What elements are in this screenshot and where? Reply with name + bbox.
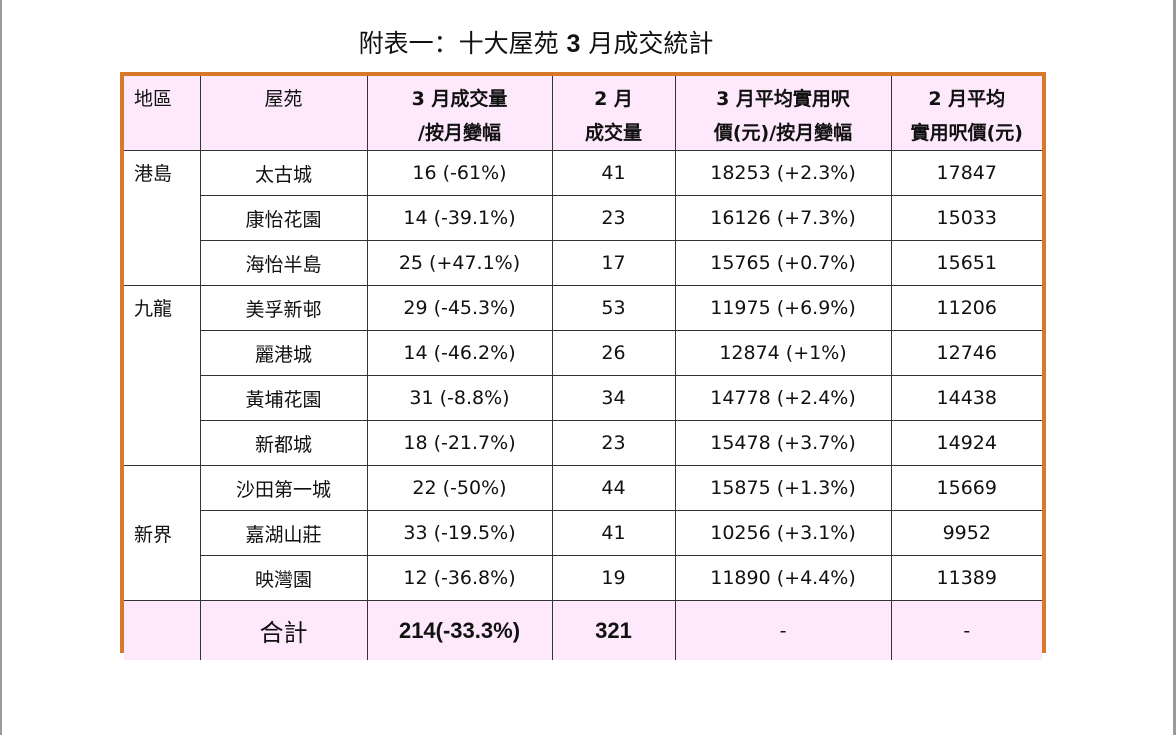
mar-volume-cell: 16 (-61%) — [366, 150, 553, 196]
mar-volume-cell: 25 (+47.1%) — [366, 240, 553, 286]
mar-price-cell: 18253 (+2.3%) — [674, 150, 892, 196]
region-nt: 新界 — [124, 465, 201, 601]
mar-volume-cell: 14 (-39.1%) — [366, 195, 553, 241]
table-row: 港島 太古城 16 (-61%) 41 18253 (+2.3%) 17847 — [124, 150, 1042, 286]
feb-volume-cell: 23 — [551, 195, 676, 241]
estate-cell: 海怡半島 — [200, 240, 368, 286]
mar-price-cell: 16126 (+7.3%) — [674, 195, 892, 241]
feb-volume-cell: 53 — [551, 285, 676, 331]
feb-price-cell: 12746 — [890, 330, 1042, 376]
feb-volume-cell: 17 — [551, 240, 676, 286]
table-row: 九龍 美孚新邨 29 (-45.3%) 53 11975 (+6.9%) 112… — [124, 285, 1042, 466]
mar-volume-cell: 22 (-50%) — [366, 465, 553, 511]
mar-price-cell: 12874 (+1%) — [674, 330, 892, 376]
mar-volume-cell: 14 (-46.2%) — [366, 330, 553, 376]
estate-cell: 太古城 — [199, 150, 368, 196]
feb-price-cell: 14924 — [890, 420, 1042, 466]
mar-volume-cell: 33 (-19.5%) — [366, 510, 553, 556]
table-row: 海怡半島 25 (+47.1%) 17 15765 (+0.7%) 15651 — [124, 240, 1042, 286]
total-mar-price: - — [674, 600, 892, 660]
estate-cell: 新都城 — [200, 420, 368, 466]
mar-volume-cell: 12 (-36.8%) — [366, 555, 553, 601]
title-month: 3 — [566, 30, 581, 58]
feb-price-cell: 11206 — [890, 285, 1042, 331]
estate-cell: 美孚新邨 — [199, 285, 368, 331]
mar-volume-cell: 31 (-8.8%) — [366, 375, 553, 421]
table-frame: 地區 屋苑 3 月成交量/按月變幅 2 月成交量 3 月平均實用呎 價(元)/按月… — [120, 72, 1046, 660]
total-mar-volume: 214(-33.3%) — [366, 600, 553, 660]
total-region-cell — [124, 600, 201, 660]
estate-cell: 黃埔花園 — [200, 375, 368, 421]
table-row: 麗港城 14 (-46.2%) 26 12874 (+1%) 12746 — [124, 330, 1042, 376]
total-label: 合計 — [199, 600, 368, 660]
header-mar-volume-line1: 3 月成交量 — [411, 88, 508, 110]
mar-price-cell: 10256 (+3.1%) — [674, 510, 892, 556]
mar-volume-cell: 29 (-45.3%) — [366, 285, 553, 331]
estate-cell: 嘉湖山莊 — [200, 510, 368, 556]
mar-price-cell: 15875 (+1.3%) — [674, 465, 892, 511]
table-row: 映灣園 12 (-36.8%) 19 11890 (+4.4%) 11389 — [124, 555, 1042, 601]
feb-volume-cell: 41 — [551, 150, 676, 196]
header-region: 地區 — [124, 76, 201, 151]
page-edge-right — [1173, 0, 1176, 735]
mar-volume-cell: 18 (-21.7%) — [366, 420, 553, 466]
header-mar-price-line1: 3 月平均實用呎 — [716, 88, 850, 110]
region-kowloon: 九龍 — [124, 285, 201, 466]
feb-price-cell: 17847 — [890, 150, 1042, 196]
table-row: 新都城 18 (-21.7%) 23 15478 (+3.7%) 14924 — [124, 420, 1042, 466]
feb-price-cell: 11389 — [890, 555, 1042, 601]
table-row: 新界 沙田第一城 22 (-50%) 44 15875 (+1.3%) 1566… — [124, 465, 1042, 601]
page-edge-left — [0, 0, 2, 735]
feb-price-cell: 15033 — [890, 195, 1042, 241]
title-suffix: 月成交統計 — [580, 29, 714, 58]
mar-price-cell: 14778 (+2.4%) — [674, 375, 892, 421]
feb-volume-cell: 34 — [551, 375, 676, 421]
feb-volume-cell: 23 — [551, 420, 676, 466]
header-feb-volume-line2: 成交量 — [584, 122, 642, 144]
feb-volume-cell: 26 — [551, 330, 676, 376]
feb-price-cell: 15669 — [890, 465, 1042, 511]
mar-price-cell: 15765 (+0.7%) — [674, 240, 892, 286]
mar-price-cell: 15478 (+3.7%) — [674, 420, 892, 466]
header-estate: 屋苑 — [199, 76, 368, 151]
estate-cell: 康怡花園 — [200, 195, 368, 241]
header-mar-price: 3 月平均實用呎 價(元)/按月變幅 — [674, 76, 892, 151]
feb-volume-cell: 19 — [551, 555, 676, 601]
header-feb-price-line1: 2 月平均 — [928, 88, 1006, 110]
feb-volume-cell: 44 — [551, 465, 676, 511]
feb-price-cell: 9952 — [890, 510, 1042, 556]
estate-cell: 沙田第一城 — [199, 465, 368, 511]
table-header-row: 地區 屋苑 3 月成交量/按月變幅 2 月成交量 3 月平均實用呎 價(元)/按月… — [124, 76, 1042, 151]
header-feb-price-line2: 實用呎價(元) — [910, 122, 1023, 144]
estate-cell: 映灣園 — [200, 555, 368, 601]
table-row: 嘉湖山莊 33 (-19.5%) 41 10256 (+3.1%) 9952 — [124, 510, 1042, 556]
header-mar-volume: 3 月成交量/按月變幅 — [366, 76, 553, 151]
page-title: 附表一：十大屋苑 3 月成交統計 — [0, 26, 1072, 62]
feb-price-cell: 15651 — [890, 240, 1042, 286]
total-feb-volume: 321 — [551, 600, 676, 660]
header-mar-volume-line2: /按月變幅 — [418, 122, 501, 144]
transaction-table: 地區 屋苑 3 月成交量/按月變幅 2 月成交量 3 月平均實用呎 價(元)/按月… — [124, 76, 1042, 660]
total-feb-price: - — [890, 600, 1042, 660]
estate-cell: 麗港城 — [200, 330, 368, 376]
header-feb-volume: 2 月成交量 — [551, 76, 676, 151]
table-row: 黃埔花園 31 (-8.8%) 34 14778 (+2.4%) 14438 — [124, 375, 1042, 421]
title-prefix: 附表一：十大屋苑 — [358, 29, 567, 58]
header-mar-price-line2: 價(元)/按月變幅 — [713, 122, 853, 144]
region-hk-island: 港島 — [124, 150, 201, 286]
header-feb-volume-line1: 2 月 — [594, 88, 633, 110]
header-feb-price: 2 月平均實用呎價(元) — [890, 76, 1042, 151]
feb-price-cell: 14438 — [890, 375, 1042, 421]
feb-volume-cell: 41 — [551, 510, 676, 556]
mar-price-cell: 11890 (+4.4%) — [674, 555, 892, 601]
total-row: 合計 214(-33.3%) 321 - - — [124, 600, 1042, 660]
mar-price-cell: 11975 (+6.9%) — [674, 285, 892, 331]
table-row: 康怡花園 14 (-39.1%) 23 16126 (+7.3%) 15033 — [124, 195, 1042, 241]
